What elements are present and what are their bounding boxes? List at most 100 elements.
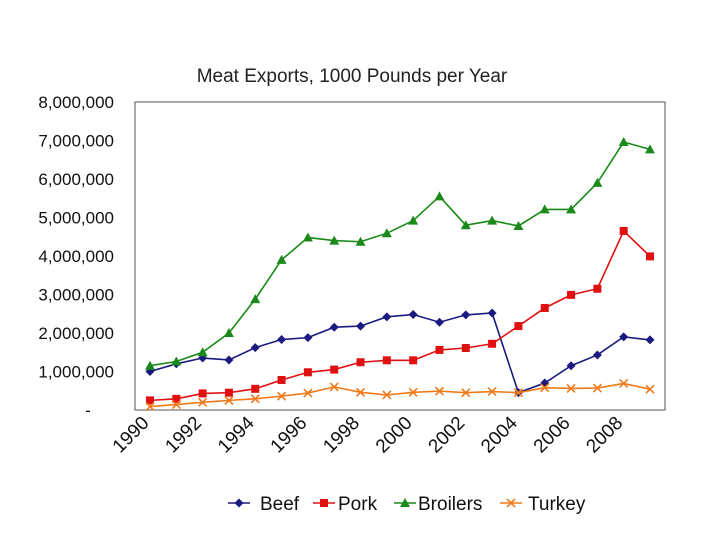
x-tick-label: 1996 [267, 413, 312, 458]
y-tick-label: 8,000,000 [38, 93, 114, 112]
data-point-turkey [566, 383, 576, 394]
legend-item-beef: Beef [228, 494, 300, 515]
data-point-turkey [250, 394, 260, 404]
data-point-pork [567, 290, 576, 299]
data-point-turkey [592, 383, 602, 393]
y-tick-label: 1,000,000 [38, 363, 114, 382]
legend-label-pork: Pork [338, 494, 378, 515]
data-point-beef [540, 378, 550, 388]
data-point-broilers [197, 347, 208, 357]
data-point-turkey [461, 388, 471, 398]
legend-marker-turkey [506, 498, 516, 508]
series-line-pork [149, 229, 651, 402]
data-point-beef [461, 310, 471, 320]
x-tick-label: 2008 [582, 413, 627, 458]
data-point-beef [592, 350, 602, 360]
data-point-broilers [513, 220, 524, 230]
y-tick-label: 6,000,000 [38, 170, 114, 189]
data-point-turkey [487, 386, 497, 397]
x-tick-label: 1998 [319, 413, 364, 458]
series-broilers [145, 137, 655, 370]
data-point-broilers [434, 191, 445, 201]
plot-area-frame [134, 101, 666, 411]
data-point-pork [146, 396, 154, 405]
data-point-broilers [592, 177, 603, 187]
data-point-broilers [618, 137, 629, 147]
data-point-broilers [276, 254, 287, 264]
y-tick-label: 7,000,000 [38, 132, 114, 151]
data-point-broilers [223, 328, 234, 337]
data-point-turkey [540, 383, 550, 393]
data-point-turkey [382, 390, 392, 400]
data-point-beef [566, 361, 576, 371]
legend-marker-pork [320, 499, 328, 507]
data-point-pork [488, 339, 497, 348]
data-point-pork [619, 226, 628, 235]
data-point-broilers [408, 215, 419, 225]
data-point-beef [329, 322, 339, 332]
data-point-beef [434, 317, 444, 327]
data-point-broilers [250, 294, 261, 304]
data-point-turkey [145, 401, 155, 412]
data-point-turkey [355, 387, 366, 397]
data-point-beef [487, 308, 497, 318]
data-point-pork [461, 344, 470, 353]
data-point-turkey [434, 386, 445, 396]
y-tick-label: 4,000,000 [38, 247, 114, 266]
legend-item-turkey: Turkey [500, 494, 586, 515]
x-tick-label: 1992 [161, 413, 206, 458]
data-point-turkey [408, 387, 418, 397]
y-tick-label: 5,000,000 [38, 209, 114, 228]
data-point-pork [224, 388, 233, 397]
data-point-turkey [277, 391, 287, 401]
y-tick-label: 2,000,000 [38, 324, 114, 343]
data-point-beef [356, 321, 366, 331]
data-point-pork [277, 375, 286, 384]
data-point-turkey [171, 400, 181, 410]
data-point-pork [435, 345, 444, 354]
series-turkey [145, 378, 655, 412]
data-point-beef [645, 335, 655, 345]
data-point-broilers [539, 204, 550, 214]
legend-label-beef: Beef [260, 494, 300, 515]
data-point-broilers [302, 232, 313, 242]
data-point-pork [172, 394, 181, 403]
series-line-beef [149, 312, 651, 394]
series-layer [145, 137, 655, 412]
data-point-pork [198, 389, 207, 398]
data-point-turkey [619, 378, 629, 389]
x-tick-label: 2000 [372, 413, 417, 458]
legend-item-pork: Pork [313, 494, 378, 515]
series-line-broilers [149, 141, 651, 367]
x-tick-label: 2006 [530, 413, 575, 458]
data-point-beef [303, 333, 313, 343]
data-point-turkey [329, 382, 339, 392]
data-point-pork [382, 356, 391, 365]
data-point-turkey [645, 384, 655, 394]
data-point-broilers [329, 235, 340, 245]
data-point-pork [251, 384, 260, 393]
series-pork [146, 226, 654, 405]
data-point-pork [540, 303, 549, 312]
data-point-turkey [198, 397, 208, 407]
data-point-pork [303, 368, 312, 377]
data-point-beef [250, 343, 260, 353]
legend-marker-broilers [400, 498, 410, 507]
data-point-broilers [566, 204, 577, 214]
data-point-broilers [171, 356, 182, 366]
series-beef [145, 308, 655, 398]
data-point-pork [409, 356, 418, 365]
data-point-broilers [460, 220, 471, 230]
data-point-broilers [355, 236, 366, 246]
legend: Beef Pork Broilers Turkey [228, 494, 586, 515]
data-point-pork [330, 365, 339, 374]
data-point-beef [277, 335, 287, 345]
data-point-beef [382, 312, 392, 322]
chart-title: Meat Exports, 1000 Pounds per Year [197, 66, 508, 87]
data-point-broilers [487, 215, 498, 225]
data-point-pork [356, 358, 365, 367]
series-line-turkey [149, 382, 651, 408]
data-point-pork [514, 322, 523, 331]
x-tick-label: 2002 [425, 413, 470, 458]
